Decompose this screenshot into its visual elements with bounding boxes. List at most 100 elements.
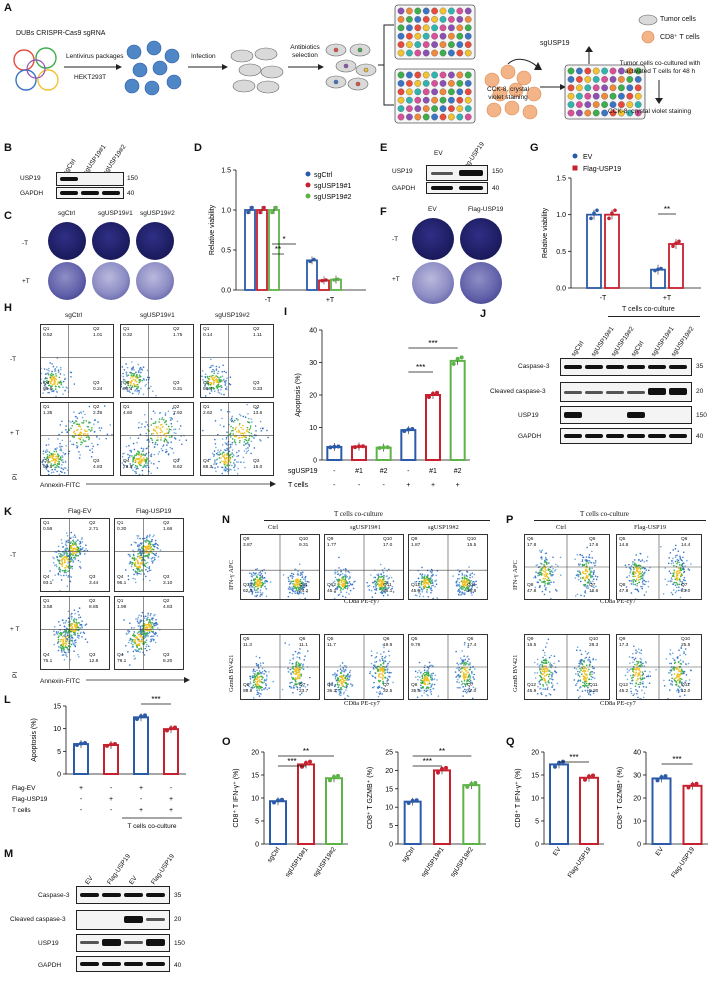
event-dot (421, 577, 423, 579)
event-dot (221, 438, 224, 440)
event-dot (59, 555, 61, 558)
event-dot (52, 455, 55, 458)
event-dot (103, 405, 106, 407)
event-dot (247, 583, 250, 585)
data-point (406, 427, 411, 432)
event-dot (49, 382, 52, 384)
event-dot (62, 467, 64, 470)
a-infection: Infection (191, 53, 216, 60)
event-dot (146, 570, 149, 573)
e-marker-150: 150 (492, 168, 503, 175)
event-dot (388, 577, 391, 579)
event-dot (153, 428, 155, 430)
event-dot (65, 554, 68, 557)
event-dot (382, 674, 385, 677)
event-dot (470, 579, 472, 582)
event-dot (462, 581, 465, 583)
event-dot (146, 457, 148, 459)
event-dot (135, 636, 138, 638)
event-dot (141, 546, 143, 549)
event-dot (155, 425, 157, 428)
event-dot (137, 622, 140, 624)
event-dot (69, 658, 72, 661)
event-dot (384, 655, 387, 658)
j-header: T cells co-culture (622, 306, 675, 313)
event-dot (148, 536, 151, 538)
event-dot (258, 689, 261, 691)
event-dot (259, 589, 262, 592)
event-dot (179, 425, 182, 427)
event-dot (259, 420, 262, 423)
event-dot (424, 579, 427, 581)
event-dot (463, 673, 465, 675)
event-dot (84, 432, 86, 435)
event-dot (423, 581, 425, 583)
event-dot (241, 424, 244, 427)
event-dot (42, 459, 44, 461)
event-dot (237, 461, 240, 463)
event-dot (220, 409, 222, 411)
event-dot (344, 676, 347, 679)
event-dot (61, 542, 63, 544)
event-dot (426, 588, 429, 591)
event-dot (60, 574, 62, 577)
event-dot (234, 435, 236, 438)
event-dot (154, 441, 157, 444)
event-dot (58, 473, 61, 475)
event-dot (346, 674, 349, 676)
event-dot (67, 570, 69, 573)
event-dot (71, 424, 74, 427)
quadrant-name: Q1 (117, 521, 124, 526)
event-dot (381, 673, 384, 676)
event-dot (158, 460, 160, 463)
data-point (312, 257, 316, 262)
event-dot (427, 694, 429, 697)
bar (163, 728, 179, 775)
event-dot (151, 439, 154, 441)
quadrant-percent: 96.1 (117, 581, 127, 586)
event-dot (391, 587, 393, 590)
event-dot (137, 393, 140, 395)
event-dot (255, 685, 257, 688)
event-dot (249, 425, 252, 427)
event-dot (93, 419, 96, 422)
event-dot (540, 569, 543, 571)
event-dot (129, 384, 132, 386)
quadrant-name: Q1 (117, 599, 124, 604)
event-dot (335, 679, 338, 682)
event-dot (151, 627, 154, 629)
event-dot (78, 617, 80, 619)
event-dot (121, 383, 122, 386)
event-dot (541, 549, 544, 551)
event-dot (429, 570, 432, 573)
event-dot (427, 683, 429, 685)
event-dot (424, 574, 426, 576)
event-dot (295, 662, 297, 665)
event-dot (211, 466, 214, 469)
event-dot (228, 460, 231, 462)
group-label: -T (600, 295, 607, 302)
event-dot (208, 458, 210, 461)
event-dot (423, 582, 426, 585)
quadrant-name: Q6 (467, 637, 474, 642)
event-dot (66, 585, 69, 588)
event-dot (258, 656, 261, 659)
event-dot (256, 568, 259, 570)
event-dot (388, 654, 391, 657)
n-xlabel-bottom: CD8a PE-cy7 (344, 700, 380, 707)
event-dot (252, 572, 255, 574)
scatter-dots (241, 535, 319, 599)
event-dot (55, 378, 57, 381)
event-dot (375, 584, 378, 587)
event-dot (463, 584, 465, 586)
event-dot (296, 572, 299, 575)
event-dot (340, 570, 342, 573)
event-dot (347, 695, 350, 698)
event-dot (342, 595, 344, 598)
event-dot (78, 451, 80, 453)
event-dot (74, 432, 77, 435)
event-dot (424, 580, 427, 583)
event-dot (65, 631, 68, 633)
data-point (589, 216, 593, 221)
event-dot (224, 388, 227, 390)
